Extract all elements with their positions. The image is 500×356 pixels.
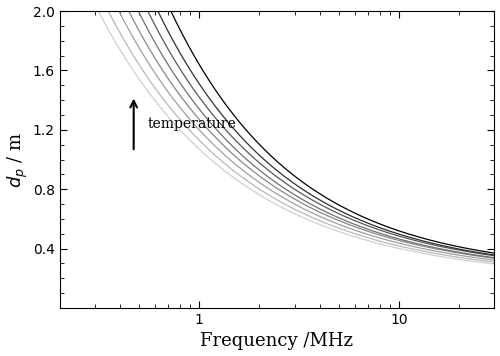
X-axis label: Frequency /MHz: Frequency /MHz [200, 333, 354, 350]
Text: temperature: temperature [148, 117, 237, 131]
Y-axis label: $d_p$ / m: $d_p$ / m [6, 131, 30, 188]
